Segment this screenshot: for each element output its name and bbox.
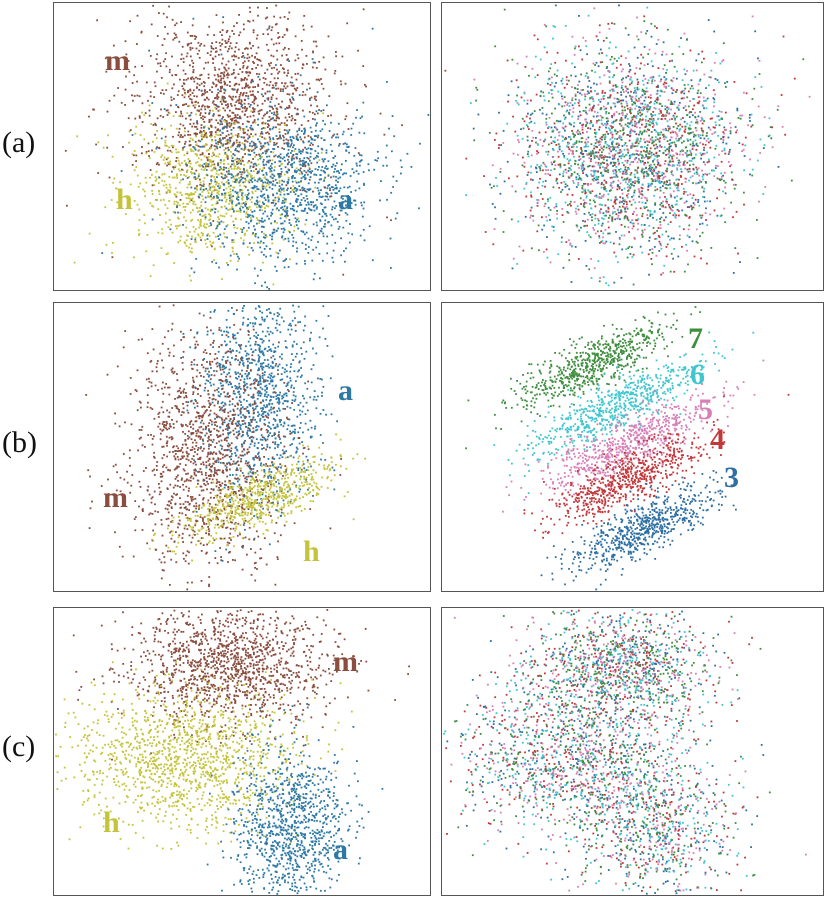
cluster-digit-3 xyxy=(472,4,780,284)
panel-b-right-plot xyxy=(465,306,790,591)
label-b-5: 5 xyxy=(698,393,713,426)
label-c-h: h xyxy=(103,806,120,839)
band-digit-6 xyxy=(493,331,755,494)
label-a-a: a xyxy=(338,183,353,216)
row-label-b: (b) xyxy=(2,426,37,459)
label-b-3: 3 xyxy=(724,461,739,494)
cluster-m xyxy=(85,304,342,591)
panel-c-right-plot xyxy=(443,609,807,895)
row-label-c: (c) xyxy=(2,730,36,763)
panel-b-left xyxy=(53,302,431,592)
cluster-digit-6 xyxy=(465,6,771,287)
label-c-m: m xyxy=(333,645,358,678)
label-a-m: m xyxy=(105,44,130,77)
panel-b-left-plot xyxy=(85,304,367,591)
band-digit-7 xyxy=(465,306,701,450)
panel-a-left xyxy=(53,2,431,291)
panel-c-left-plot xyxy=(55,609,410,895)
cluster-digit-6 xyxy=(443,609,748,892)
label-b-m: m xyxy=(103,481,128,514)
panel-a-right-plot xyxy=(444,4,811,287)
panel-a-right xyxy=(441,2,824,291)
label-a-h: h xyxy=(116,183,133,216)
cluster-digit-4 xyxy=(444,15,796,276)
cluster-digit-7 xyxy=(454,611,771,891)
cluster-m xyxy=(72,609,410,764)
cluster-digit-3 xyxy=(446,610,765,895)
cluster-m xyxy=(64,4,386,248)
band-digit-3 xyxy=(540,470,737,591)
label-b-h: h xyxy=(303,535,320,568)
outliers xyxy=(66,16,421,276)
label-c-a: a xyxy=(333,833,348,866)
cluster-h xyxy=(55,661,353,850)
panel-c-left xyxy=(53,607,431,896)
label-b-4: 4 xyxy=(710,423,725,456)
cluster-digit-7 xyxy=(473,8,805,286)
panel-a-left-plot xyxy=(64,4,430,290)
label-b-a: a xyxy=(338,374,353,407)
cluster-a xyxy=(151,58,430,290)
cluster-h xyxy=(148,433,367,562)
band-digit-4 xyxy=(523,393,790,539)
band-digit-5 xyxy=(502,359,765,513)
cluster-digit-5 xyxy=(473,7,811,279)
cluster-digit-5 xyxy=(450,611,807,892)
label-b-6: 6 xyxy=(690,358,705,391)
panel-b-right xyxy=(441,302,824,592)
panel-c-right xyxy=(441,607,824,896)
cluster-a xyxy=(206,703,384,895)
label-b-7: 7 xyxy=(688,322,703,355)
row-label-a: (a) xyxy=(2,126,36,159)
